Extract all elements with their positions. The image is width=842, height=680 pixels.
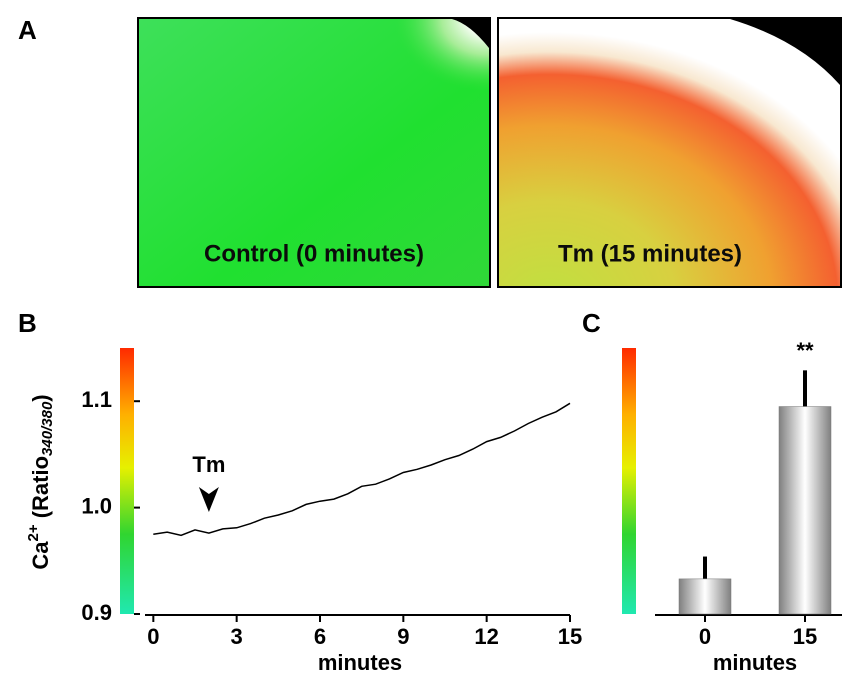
y-tick-label: 1.0	[81, 493, 112, 518]
image-caption: Tm (15 minutes)	[558, 240, 742, 267]
annotation: **	[796, 338, 814, 363]
bar	[778, 406, 832, 615]
y-label-part: )	[28, 394, 53, 401]
x-tick-label: 9	[397, 624, 409, 649]
image-caption: Control (0 minutes)	[204, 240, 424, 267]
panel-label: B	[18, 308, 37, 338]
y-axis-label: Ca2+ (Ratio340/380)	[25, 394, 56, 569]
image	[497, 17, 842, 288]
line	[153, 402, 571, 537]
panel-label: A	[18, 15, 37, 45]
y-tick-label: 0.9	[81, 600, 112, 625]
y-label-part: (Ratio	[28, 456, 53, 524]
panel-label: C	[582, 308, 601, 338]
y-tick-label: 1.1	[81, 387, 112, 412]
colorbar	[120, 348, 134, 614]
y-label-sub: 340/380	[39, 401, 56, 456]
annotation: Tm	[192, 452, 225, 477]
x-axis-label: minutes	[713, 650, 797, 675]
x-tick-label: 3	[231, 624, 243, 649]
x-axis-label: minutes	[318, 650, 402, 675]
x-tick-label: 15	[793, 624, 817, 649]
x-tick-label: 12	[474, 624, 498, 649]
y-label-part: Ca	[28, 541, 53, 570]
bar	[678, 578, 732, 615]
y-label-sup: 2+	[25, 524, 42, 541]
annotation-arrow	[198, 487, 219, 512]
x-tick-label: 0	[699, 624, 711, 649]
x-tick-label: 0	[147, 624, 159, 649]
colorbar	[622, 348, 636, 614]
x-tick-label: 15	[558, 624, 582, 649]
image	[137, 17, 491, 288]
x-tick-label: 6	[314, 624, 326, 649]
